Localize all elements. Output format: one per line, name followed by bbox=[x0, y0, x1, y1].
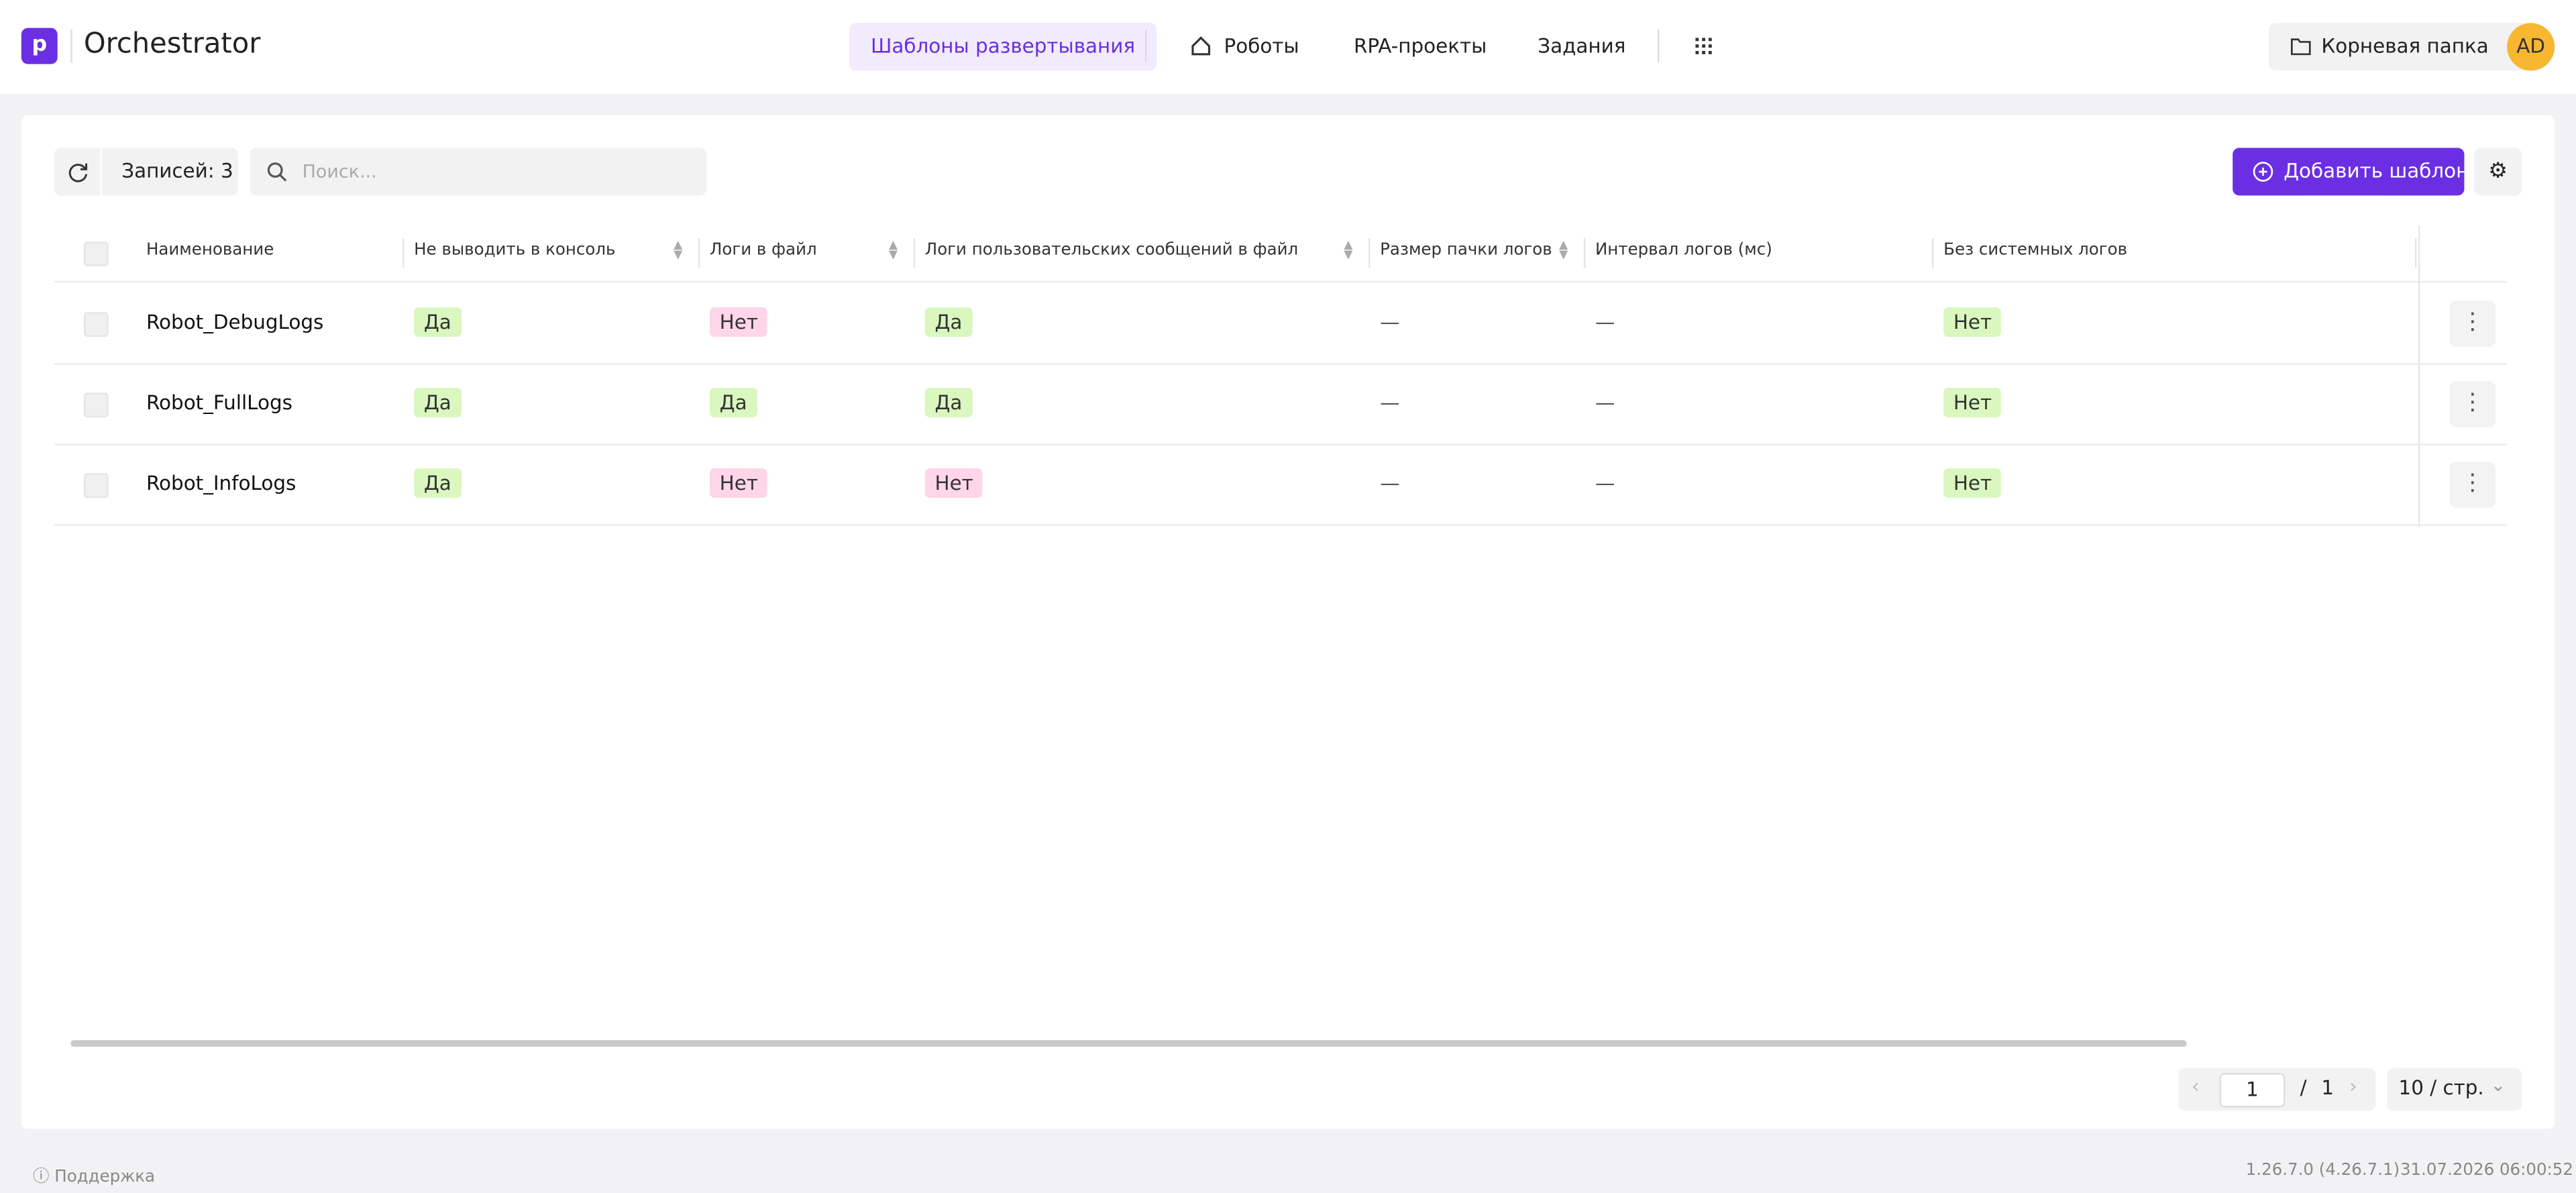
refresh-icon[interactable] bbox=[67, 161, 89, 183]
status-tag: Нет bbox=[709, 468, 768, 499]
cell-value: — bbox=[1595, 471, 1615, 495]
avatar[interactable]: AD bbox=[2507, 23, 2555, 71]
page-separator: / bbox=[2300, 1076, 2307, 1100]
cell-value: — bbox=[1595, 391, 1615, 415]
cell-value: — bbox=[1380, 391, 1400, 415]
row-actions[interactable]: ⋮ bbox=[2449, 381, 2496, 427]
nav-tab[interactable]: RPA-проекты bbox=[1353, 34, 1487, 58]
column-separator bbox=[2415, 238, 2417, 268]
table-header bbox=[54, 225, 2508, 283]
column-separator bbox=[698, 238, 700, 268]
template-name: Robot_InfoLogs bbox=[146, 471, 297, 495]
folder-icon bbox=[2290, 38, 2311, 56]
column-header[interactable]: Интервал логов (мс) bbox=[1595, 242, 1772, 260]
column-header[interactable]: Логи в файл bbox=[709, 242, 817, 260]
row-checkbox[interactable] bbox=[83, 312, 109, 338]
status-tag: Нет bbox=[1943, 307, 2002, 338]
nav-tab[interactable]: Задания bbox=[1538, 34, 1626, 58]
row-divider bbox=[54, 444, 2508, 446]
column-separator bbox=[402, 238, 405, 268]
status-tag: Да bbox=[414, 387, 462, 418]
column-header[interactable]: Не выводить в консоль bbox=[414, 242, 616, 260]
column-separator bbox=[1368, 238, 1371, 268]
sort-icon[interactable]: ▲ ▼ bbox=[674, 238, 683, 262]
status-tag: Нет bbox=[1943, 468, 2002, 499]
select-arrow: ⌄ bbox=[2490, 1074, 2506, 1096]
page-size-select[interactable]: 10 / стр. ⌄ bbox=[2387, 1068, 2522, 1111]
sort-icon[interactable]: ▲ ▼ bbox=[1559, 238, 1568, 262]
version: 1.26.7.0 (4.26.7.1) bbox=[2245, 1161, 2400, 1180]
divider bbox=[100, 148, 102, 196]
status-tag: Нет bbox=[924, 468, 983, 499]
add-button-label: Добавить шаблон bbox=[2284, 159, 2469, 183]
search-icon bbox=[267, 162, 287, 182]
sort-icon[interactable]: ▲ ▼ bbox=[888, 238, 898, 262]
row-divider bbox=[54, 524, 2508, 526]
app-name: Orchestrator bbox=[83, 28, 261, 61]
status-tag: Да bbox=[924, 387, 973, 418]
column-separator bbox=[1932, 238, 1934, 268]
column-header[interactable]: Без системных логов bbox=[1943, 242, 2128, 260]
horizontal-scrollbar[interactable] bbox=[70, 1040, 2187, 1047]
datetime: 31.07.2026 06:00:52 bbox=[2400, 1161, 2573, 1180]
content-card bbox=[21, 115, 2555, 1129]
row-divider bbox=[54, 363, 2508, 365]
status-tag: Нет bbox=[709, 307, 768, 338]
select-all-checkbox[interactable] bbox=[83, 242, 109, 266]
status-tag: Да bbox=[924, 307, 973, 338]
column-header[interactable]: Наименование bbox=[146, 242, 274, 260]
column-header[interactable]: Размер пачки логов bbox=[1380, 242, 1552, 260]
sort-icon[interactable]: ▲ ▼ bbox=[1344, 238, 1353, 262]
plus-icon bbox=[2253, 162, 2273, 182]
row-checkbox[interactable] bbox=[83, 473, 109, 499]
search-placeholder: Поиск... bbox=[302, 161, 377, 183]
row-actions[interactable]: ⋮ bbox=[2449, 301, 2496, 347]
pagination: ‹ 1 / 1 › bbox=[2178, 1068, 2376, 1111]
cell-value: — bbox=[1380, 310, 1400, 334]
nav-tab[interactable]: Роботы bbox=[1224, 34, 1299, 58]
records-count: Записей: 3 bbox=[121, 159, 233, 183]
logo[interactable]: p bbox=[21, 28, 58, 64]
apps-icon[interactable] bbox=[1695, 38, 1712, 54]
home-icon bbox=[1191, 36, 1211, 56]
folder-label: Корневая папка bbox=[2321, 34, 2489, 58]
settings-button[interactable]: ⚙ bbox=[2474, 148, 2522, 196]
page-size: 10 / стр. bbox=[2398, 1076, 2484, 1100]
status-tag: Да bbox=[414, 468, 462, 499]
nav-tab[interactable]: Шаблоны развертывания bbox=[849, 23, 1157, 71]
status-tag: Да bbox=[414, 307, 462, 338]
prev-page[interactable]: ‹ bbox=[2191, 1074, 2200, 1098]
row-checkbox[interactable] bbox=[83, 393, 109, 418]
support-link[interactable]: ⓘ Поддержка bbox=[32, 1168, 156, 1187]
support-label: Поддержка bbox=[54, 1168, 156, 1187]
fixed-column-border bbox=[2418, 225, 2420, 528]
divider bbox=[1144, 30, 1147, 63]
total-pages: 1 bbox=[2321, 1076, 2334, 1100]
status-tag: Нет bbox=[1943, 387, 2002, 418]
column-separator bbox=[913, 238, 916, 268]
cell-value: — bbox=[1380, 471, 1400, 495]
divider bbox=[70, 30, 72, 63]
search-input[interactable]: Поиск... bbox=[250, 148, 707, 196]
folder-button[interactable]: Корневая папка bbox=[2269, 23, 2532, 71]
template-name: Robot_DebugLogs bbox=[146, 310, 324, 334]
template-name: Robot_FullLogs bbox=[146, 391, 292, 415]
records-box: Записей: 3 bbox=[54, 148, 239, 196]
row-actions[interactable]: ⋮ bbox=[2449, 462, 2496, 508]
column-separator bbox=[1583, 238, 1586, 268]
top-bar: p Orchestrator Шаблоны развертывания Роб… bbox=[0, 0, 2576, 94]
status-tag: Да bbox=[709, 387, 757, 418]
next-page[interactable]: › bbox=[2349, 1074, 2357, 1098]
page-input[interactable]: 1 bbox=[2219, 1073, 2286, 1108]
add-button[interactable]: Добавить шаблон bbox=[2233, 148, 2469, 196]
cell-value: — bbox=[1595, 310, 1615, 334]
divider bbox=[1658, 30, 1660, 63]
column-header[interactable]: Логи пользовательских сообщений в файл bbox=[924, 242, 1299, 260]
